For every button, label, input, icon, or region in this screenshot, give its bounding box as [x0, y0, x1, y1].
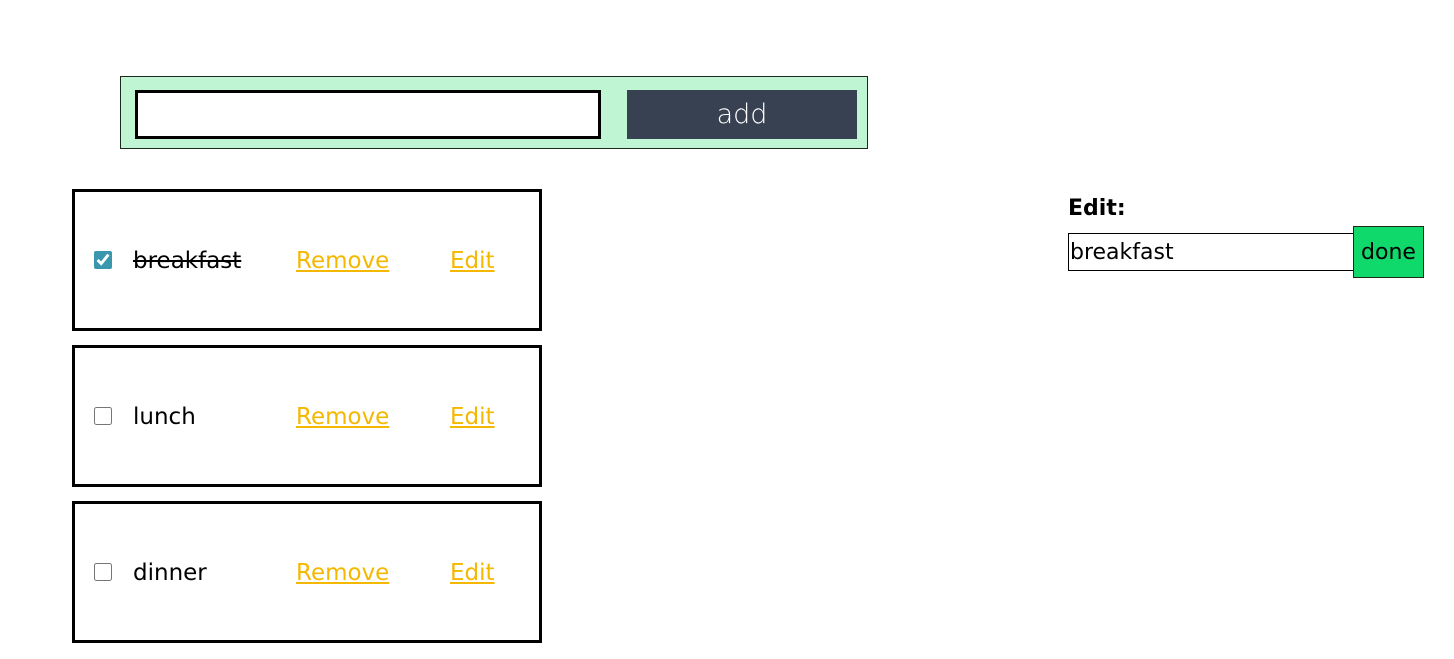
todo-checkbox[interactable]: [94, 407, 112, 425]
remove-link[interactable]: Remove: [296, 404, 390, 430]
remove-link[interactable]: Remove: [296, 560, 390, 586]
edit-title: Edit:: [1068, 196, 1126, 221]
todo-label: dinner: [133, 560, 207, 586]
todo-checkbox[interactable]: [94, 563, 112, 581]
todo-checkbox[interactable]: [94, 251, 112, 269]
todo-list: breakfast Remove Edit lunch Remove Edit …: [72, 189, 542, 657]
edit-link[interactable]: Edit: [450, 248, 495, 274]
remove-link[interactable]: Remove: [296, 248, 390, 274]
edit-link[interactable]: Edit: [450, 560, 495, 586]
add-button[interactable]: add: [627, 90, 857, 139]
todo-item-lunch: lunch Remove Edit: [72, 345, 542, 487]
new-todo-input[interactable]: [135, 90, 601, 139]
todo-label: breakfast: [133, 248, 242, 274]
todo-item-dinner: dinner Remove Edit: [72, 501, 542, 643]
edit-link[interactable]: Edit: [450, 404, 495, 430]
edit-todo-input[interactable]: [1068, 233, 1354, 271]
todo-item-breakfast: breakfast Remove Edit: [72, 189, 542, 331]
add-todo-bar: add: [120, 76, 868, 149]
todo-label: lunch: [133, 404, 196, 430]
done-button[interactable]: done: [1353, 226, 1424, 278]
